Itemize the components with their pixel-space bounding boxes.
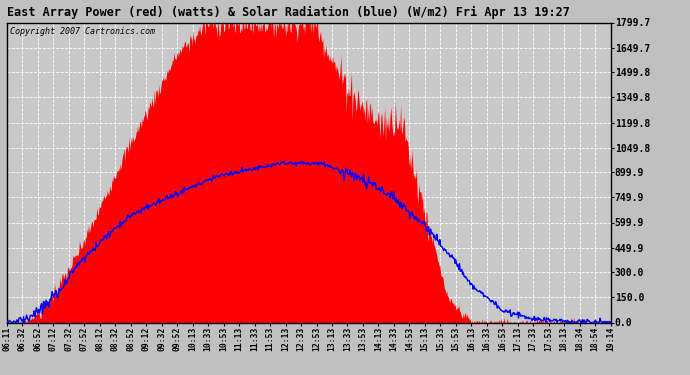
Text: East Array Power (red) (watts) & Solar Radiation (blue) (W/m2) Fri Apr 13 19:27: East Array Power (red) (watts) & Solar R… [7,6,570,19]
Text: Copyright 2007 Cartronics.com: Copyright 2007 Cartronics.com [10,27,155,36]
